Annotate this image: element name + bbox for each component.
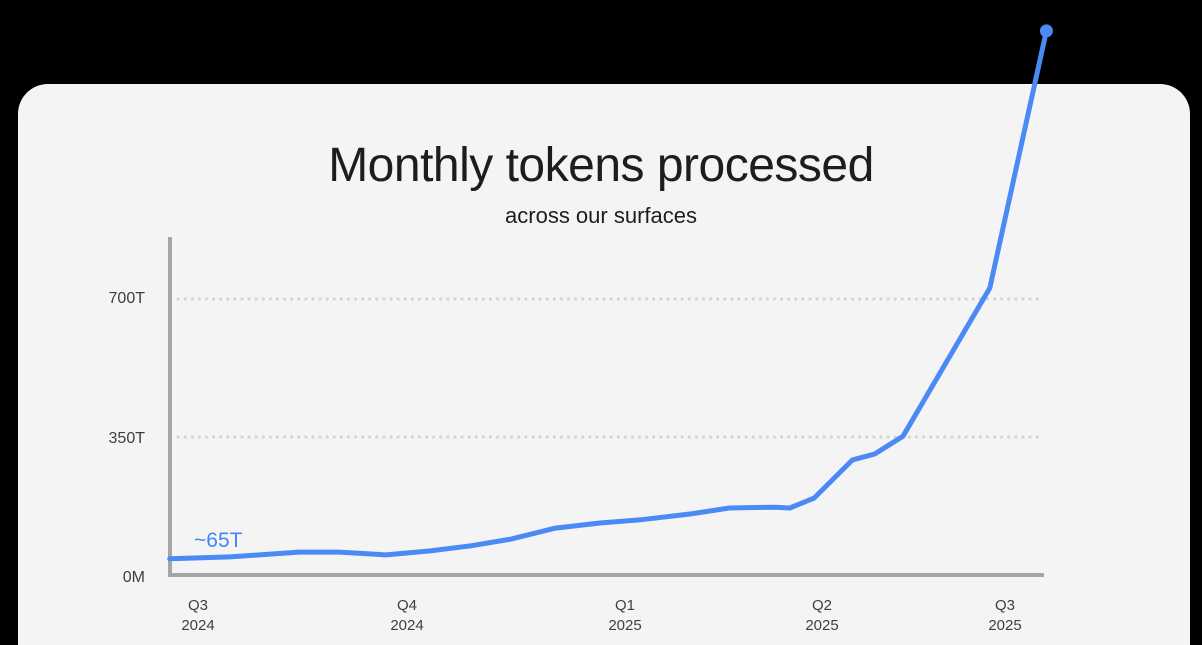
x-tick-year: 2025 — [988, 617, 1022, 634]
x-tick-quarter: Q1 — [614, 597, 635, 614]
x-tick-quarter: Q4 — [396, 597, 417, 614]
chart-title: Monthly tokens processed — [328, 139, 874, 192]
y-tick-350T: 350T — [108, 430, 145, 447]
y-tick-700T: 700T — [108, 290, 145, 307]
x-tick-q3-2025: Q3 2025 — [945, 596, 1065, 636]
y-tick-0M: 0M — [122, 569, 145, 586]
x-tick-q4-2024: Q4 2024 — [347, 596, 467, 636]
start-value-annotation: ~65T — [194, 529, 243, 552]
x-tick-quarter: Q3 — [187, 597, 208, 614]
x-tick-q3-2024: Q3 2024 — [138, 596, 258, 636]
chart-subtitle: across our surfaces — [505, 203, 697, 228]
x-tick-year: 2024 — [181, 617, 215, 634]
x-tick-year: 2025 — [805, 617, 839, 634]
x-tick-year: 2025 — [608, 617, 642, 634]
x-tick-year: 2024 — [390, 617, 424, 634]
x-tick-q2-2025: Q2 2025 — [762, 596, 882, 636]
x-tick-quarter: Q2 — [811, 597, 832, 614]
latest-data-point-dot — [1039, 24, 1053, 38]
x-tick-q1-2025: Q1 2025 — [565, 596, 685, 636]
x-tick-quarter: Q3 — [994, 597, 1015, 614]
